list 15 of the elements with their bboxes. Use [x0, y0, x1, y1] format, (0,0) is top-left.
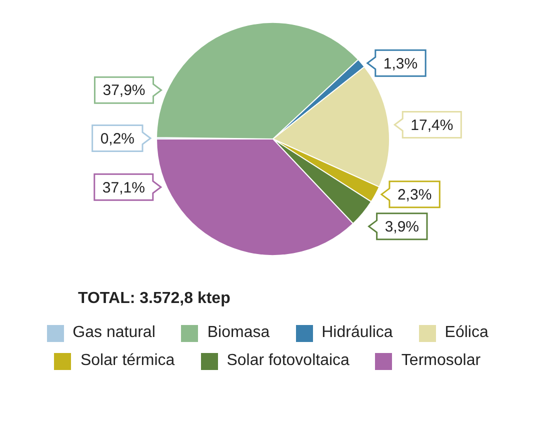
data-label: 1,3%: [383, 55, 418, 72]
data-label: 2,3%: [397, 186, 432, 204]
legend-label: Solar térmica: [80, 352, 175, 370]
data-label: 3,9%: [384, 218, 420, 236]
data-label: 0,2%: [100, 130, 135, 148]
data-label: 37,1%: [102, 179, 145, 196]
text: TOTAL: 3.572,8 ktep: [78, 290, 232, 308]
data-label: 17,4%: [410, 116, 454, 134]
legend-label: Biomasa: [207, 324, 270, 342]
data-label: 37,9%: [102, 82, 146, 100]
legend-label: Hidráulica: [322, 324, 393, 342]
legend-label: Eólica: [444, 324, 488, 342]
legend-label: Solar fotovoltaica: [226, 352, 350, 370]
legend-label: Termosolar: [401, 352, 481, 370]
legend-label: Gas natural: [72, 324, 156, 342]
